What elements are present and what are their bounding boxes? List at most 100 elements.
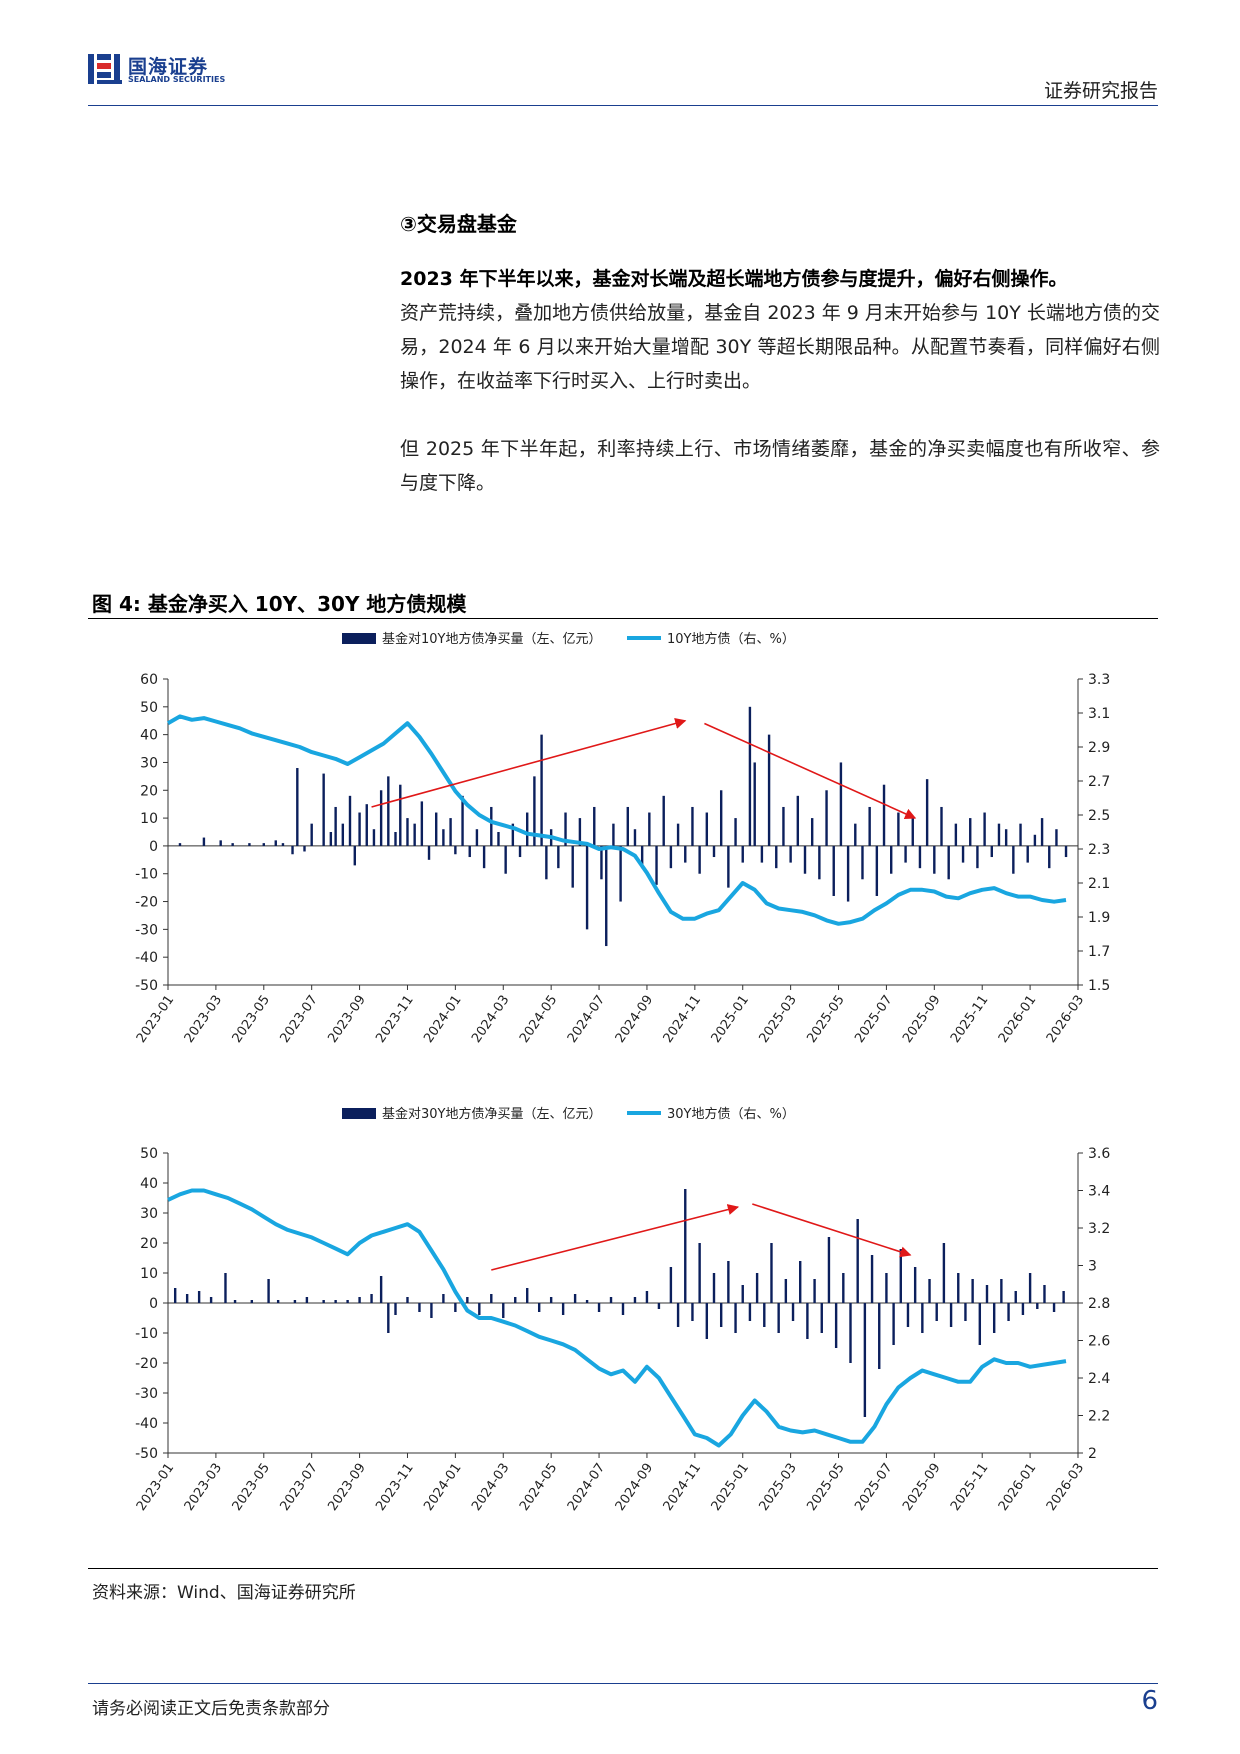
bar xyxy=(741,845,744,863)
bar xyxy=(435,812,438,846)
bar xyxy=(645,1291,649,1303)
bar xyxy=(449,818,452,846)
x-tick-label: 2024-03 xyxy=(469,993,512,1046)
left-tick-label: -40 xyxy=(135,1416,158,1432)
x-tick-label: 2023-11 xyxy=(373,993,416,1046)
bar xyxy=(849,1303,852,1363)
bar xyxy=(911,818,914,846)
bar xyxy=(549,1297,553,1303)
x-tick-label: 2024-01 xyxy=(421,993,464,1046)
x-tick-label: 2023-07 xyxy=(278,1461,321,1514)
legend-line-label: 30Y地方债（右、%） xyxy=(667,1106,795,1122)
logo-text-en: SEALAND SECURITIES xyxy=(128,75,226,84)
bar xyxy=(976,845,979,869)
bar xyxy=(899,1249,902,1303)
bar xyxy=(478,1303,481,1315)
left-tick-label: 0 xyxy=(149,1296,158,1312)
bar xyxy=(799,1261,802,1303)
bar xyxy=(605,845,608,947)
x-tick-label: 2023-09 xyxy=(325,993,368,1046)
bar xyxy=(358,812,361,846)
bar xyxy=(633,829,637,846)
footer-divider xyxy=(88,1683,1158,1684)
bar xyxy=(767,734,771,846)
header-divider xyxy=(88,105,1158,106)
x-tick-label: 2024-05 xyxy=(517,1461,560,1514)
x-tick-label: 2024-05 xyxy=(517,993,560,1046)
bar xyxy=(197,1291,201,1303)
bar xyxy=(983,812,986,846)
x-tick-label: 2024-09 xyxy=(613,1461,656,1514)
bar xyxy=(341,823,345,846)
bar xyxy=(406,1297,409,1303)
bar xyxy=(839,762,843,846)
bar xyxy=(346,1300,349,1303)
bar xyxy=(219,840,222,846)
bar xyxy=(949,1303,953,1327)
x-tick-label: 2025-11 xyxy=(948,993,991,1046)
bar xyxy=(925,779,929,846)
bar xyxy=(454,845,457,855)
left-tick-label: 20 xyxy=(140,1236,158,1252)
bar xyxy=(561,1303,565,1315)
x-tick-label: 2025-03 xyxy=(756,993,799,1046)
bar-series xyxy=(173,1189,1065,1417)
left-tick-label: 30 xyxy=(140,755,158,771)
bar xyxy=(418,1303,421,1312)
bar xyxy=(571,845,574,888)
left-tick-label: -50 xyxy=(135,1446,158,1462)
x-tick-label: 2026-01 xyxy=(996,993,1039,1046)
bar xyxy=(863,1303,867,1417)
bar xyxy=(760,845,764,863)
bar xyxy=(1043,1285,1046,1303)
legend-bar-swatch xyxy=(342,633,376,644)
bar xyxy=(578,818,582,846)
bar xyxy=(657,1303,661,1309)
legend-bar-label: 基金对10Y地方债净买量（左、亿元） xyxy=(382,631,601,647)
bar xyxy=(890,845,893,874)
left-tick-label: 10 xyxy=(140,811,158,827)
bar xyxy=(954,823,958,846)
bar xyxy=(870,1255,874,1303)
x-tick-label: 2026-01 xyxy=(996,1461,1039,1514)
bar xyxy=(885,1273,888,1303)
x-tick-label: 2023-05 xyxy=(230,993,273,1046)
bar xyxy=(913,1267,917,1303)
trend-arrow-up xyxy=(491,1204,740,1271)
bar xyxy=(897,812,900,846)
right-tick-label: 3.4 xyxy=(1088,1184,1110,1200)
bar xyxy=(185,1294,189,1303)
bar xyxy=(612,823,615,846)
bar xyxy=(497,832,500,846)
bar xyxy=(466,1297,469,1303)
right-tick-label: 2.9 xyxy=(1088,740,1110,756)
x-tick-label: 2023-07 xyxy=(278,993,321,1046)
legend-line-label: 10Y地方债（右、%） xyxy=(667,631,795,647)
bar xyxy=(1019,823,1022,846)
chart-legend: 基金对30Y地方债净买量（左、亿元） 30Y地方债（右、%） xyxy=(342,1106,795,1122)
bar xyxy=(475,829,479,846)
bar xyxy=(906,1303,910,1327)
bar xyxy=(727,845,730,888)
right-tick-label: 3 xyxy=(1088,1259,1097,1275)
bar xyxy=(173,1288,177,1303)
left-tick-label: -10 xyxy=(135,867,158,883)
bar xyxy=(406,818,409,846)
bar xyxy=(820,1303,823,1333)
figure-title: 图 4: 基金净买入 10Y、30Y 地方债规模 xyxy=(92,592,467,616)
trend-arrow-up xyxy=(371,717,687,808)
bar xyxy=(1021,1303,1025,1315)
page-number: 6 xyxy=(1141,1686,1158,1716)
bar xyxy=(454,1303,457,1312)
bar xyxy=(585,845,589,930)
right-tick-label: 3.1 xyxy=(1088,706,1110,722)
bar xyxy=(1036,1303,1039,1309)
bar xyxy=(329,832,333,846)
bar xyxy=(482,845,486,869)
bar xyxy=(861,845,864,880)
legend-bar-swatch xyxy=(342,1108,376,1119)
bar xyxy=(803,845,807,874)
bar xyxy=(818,845,821,880)
bar xyxy=(303,845,306,852)
x-tick-label: 2026-03 xyxy=(1044,1461,1087,1514)
